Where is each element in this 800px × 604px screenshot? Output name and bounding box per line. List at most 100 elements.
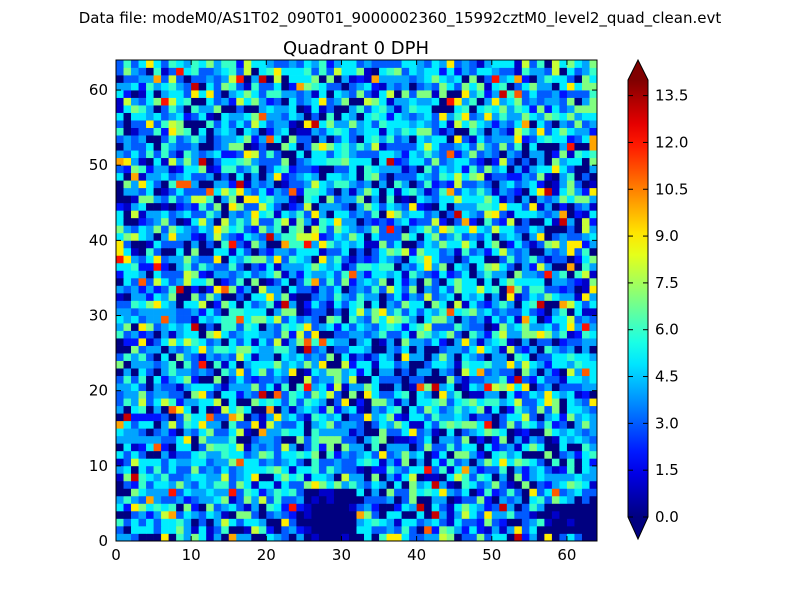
heatmap-cell (356, 90, 365, 98)
heatmap-cell (348, 473, 357, 482)
heatmap-cell (416, 247, 425, 256)
heatmap-cell (469, 375, 478, 384)
heatmap-cell (213, 255, 222, 264)
heatmap-cell (326, 465, 335, 474)
heatmap-cell (146, 308, 154, 316)
heatmap-cell (333, 165, 342, 174)
heatmap-cell (439, 420, 448, 429)
heatmap-cell (116, 375, 124, 384)
heatmap-cell (491, 480, 500, 489)
heatmap-cell (281, 473, 290, 482)
heatmap-cell (394, 127, 402, 136)
heatmap-cell (566, 172, 575, 181)
heatmap-cell (581, 473, 590, 482)
heatmap-cell (409, 450, 417, 459)
heatmap-cell (206, 285, 215, 294)
heatmap-cell (348, 187, 357, 196)
heatmap-cell (221, 150, 230, 159)
heatmap-cell (559, 390, 568, 399)
heatmap-cell (544, 390, 553, 399)
heatmap-cell (379, 450, 387, 459)
heatmap-cell (484, 465, 493, 474)
heatmap-cell (296, 172, 305, 181)
heatmap-cell (386, 518, 395, 527)
heatmap-cell (213, 112, 222, 121)
heatmap-cell (544, 157, 553, 166)
heatmap-cell (326, 525, 335, 534)
heatmap-cell (446, 127, 455, 136)
heatmap-cell (333, 82, 342, 91)
heatmap-cell (198, 247, 207, 256)
heatmap-cell (589, 292, 598, 301)
heatmap-cell (431, 390, 440, 399)
heatmap-cell (138, 285, 147, 294)
heatmap-cell (454, 368, 463, 377)
heatmap-cell (566, 292, 575, 301)
heatmap-cell (536, 398, 545, 407)
heatmap-cell (409, 308, 417, 316)
heatmap-cell (333, 420, 342, 429)
heatmap-cell (281, 240, 290, 249)
heatmap-cell (146, 383, 154, 392)
heatmap-cell (198, 240, 207, 249)
heatmap-cell (566, 375, 575, 384)
heatmap-cell (364, 435, 372, 444)
heatmap-cell (544, 420, 553, 429)
heatmap-cell (221, 495, 230, 504)
heatmap-cell (191, 525, 200, 534)
heatmap-cell (303, 127, 312, 136)
heatmap-cell (251, 247, 260, 256)
heatmap-cell (251, 187, 260, 196)
heatmap-cell (146, 240, 154, 249)
heatmap-cell (161, 330, 169, 339)
heatmap-cell (424, 292, 433, 301)
heatmap-cell (431, 308, 440, 316)
heatmap-cell (123, 390, 132, 399)
heatmap-cell (559, 480, 568, 489)
heatmap-cell (333, 480, 342, 489)
heatmap-cell (476, 510, 485, 519)
heatmap-cell (364, 97, 372, 106)
heatmap-cell (446, 480, 455, 489)
heatmap-cell (551, 458, 560, 467)
heatmap-cell (138, 112, 147, 121)
heatmap-cell (379, 405, 387, 414)
heatmap-cell (431, 503, 440, 512)
heatmap-cell (123, 172, 132, 181)
heatmap-cell (454, 157, 463, 166)
heatmap-cell (341, 323, 350, 331)
heatmap-cell (213, 323, 222, 331)
heatmap-cell (521, 262, 530, 271)
heatmap-cell (273, 368, 282, 377)
heatmap-cell (303, 413, 312, 422)
heatmap-cell (521, 413, 530, 422)
heatmap-cell (288, 172, 297, 181)
heatmap-cell (311, 67, 320, 76)
heatmap-cell (454, 383, 463, 392)
heatmap-cell (221, 270, 230, 279)
heatmap-cell (386, 240, 395, 249)
heatmap-cell (476, 398, 485, 407)
heatmap-cell (326, 210, 335, 219)
heatmap-cell (236, 518, 245, 527)
heatmap-cell (258, 495, 267, 504)
heatmap-cell (529, 127, 538, 136)
heatmap-cell (566, 187, 575, 196)
heatmap-cell (168, 428, 177, 437)
heatmap-cell (341, 338, 350, 346)
heatmap-cell (394, 443, 402, 452)
heatmap-cell (521, 120, 530, 128)
heatmap-cell (499, 67, 508, 76)
heatmap-cell (536, 270, 545, 279)
heatmap-cell (311, 360, 320, 369)
heatmap-cell (589, 420, 598, 429)
heatmap-cell (424, 135, 433, 144)
heatmap-cell (341, 112, 350, 121)
heatmap-cell (386, 383, 395, 392)
heatmap-cell (529, 510, 538, 519)
heatmap-cell (183, 105, 192, 113)
heatmap-cell (266, 330, 275, 339)
heatmap-cell (333, 75, 342, 83)
heatmap-cell (228, 443, 237, 452)
